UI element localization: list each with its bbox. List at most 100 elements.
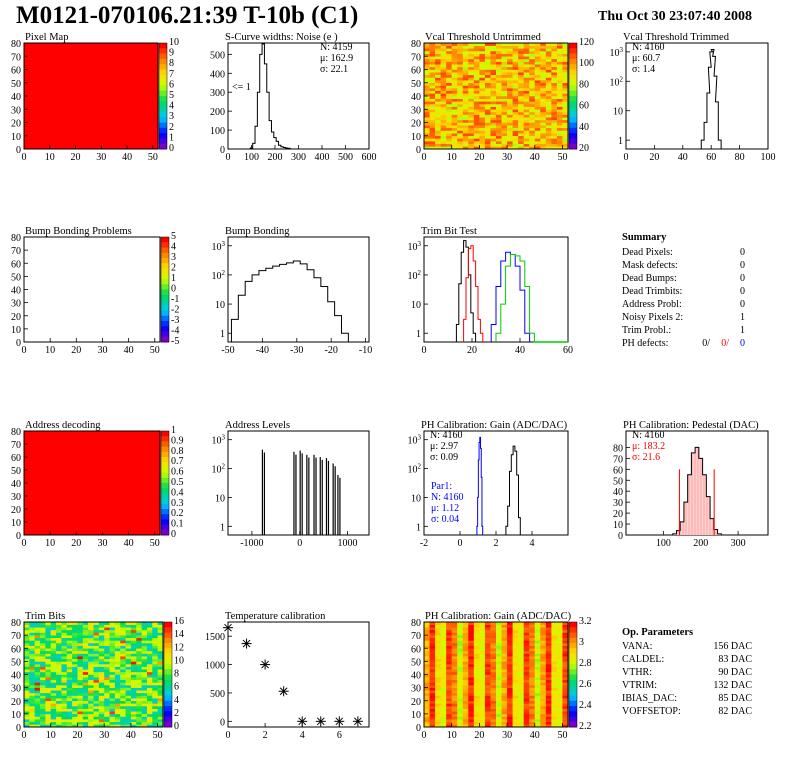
heatmap-cell: [479, 98, 486, 102]
palette-swatch: [161, 305, 169, 311]
data-point: [352, 716, 363, 727]
heatmap-cell: [518, 713, 524, 717]
heatmap-cell: [490, 703, 497, 707]
heatmap-cell: [512, 632, 519, 636]
heatmap-cell: [507, 695, 513, 699]
heatmap-cell: [435, 669, 441, 673]
heatmap-cell: [88, 674, 94, 678]
heatmap-cell: [440, 109, 447, 113]
heatmap-cell: [157, 640, 164, 644]
y-tick-label: 40: [411, 92, 421, 103]
x-tick-label: -20: [324, 345, 337, 356]
heatmap-cell: [40, 695, 46, 699]
heatmap-cell: [429, 692, 436, 696]
heatmap-cell: [24, 624, 30, 628]
heatmap-cell: [523, 93, 530, 97]
palette-frame: [160, 236, 170, 343]
heatmap-cell: [50, 669, 57, 673]
heatmap-cell: [435, 635, 441, 639]
heatmap-cell: [34, 664, 41, 667]
heatmap-cell: [468, 719, 475, 723]
heatmap-cell: [451, 627, 458, 631]
heatmap-cell: [545, 674, 552, 678]
palette-swatch: [161, 336, 169, 343]
heatmap-cell: [88, 664, 94, 667]
heatmap-cell: [534, 677, 541, 681]
heatmap-cell: [529, 677, 536, 681]
heatmap-cell: [429, 122, 436, 126]
heatmap-cell: [440, 111, 447, 115]
heatmap-cell: [562, 146, 569, 150]
heatmap-cell: [435, 677, 441, 681]
heatmap-cell: [435, 674, 441, 678]
heatmap-cell: [484, 143, 491, 147]
heatmap-cell: [484, 90, 491, 94]
heatmap-cell: [551, 671, 558, 675]
heatmap-cell: [551, 98, 558, 102]
palette-label: 3: [579, 637, 584, 648]
heatmap-cell: [93, 635, 100, 639]
heatmap-cell: [40, 674, 46, 678]
heatmap-cell: [440, 101, 447, 105]
heatmap-cell: [490, 127, 497, 131]
heatmap-cell: [104, 708, 110, 712]
heatmap-cell: [540, 645, 547, 649]
heatmap-cell: [551, 629, 558, 633]
heatmap-cell: [125, 640, 132, 644]
heatmap-cell: [562, 679, 569, 683]
heatmap-cell: [518, 90, 524, 94]
heatmap-cell: [490, 82, 497, 86]
heatmap-cell: [72, 682, 78, 686]
heatmap-cell: [496, 119, 502, 123]
heatmap-cell: [473, 627, 480, 631]
palette-swatch: [569, 117, 577, 123]
heatmap-cell: [529, 637, 536, 641]
heatmap-cell: [146, 643, 153, 646]
heatmap-cell: [424, 93, 430, 97]
histogram-series: [249, 43, 293, 150]
heatmap-cell: [518, 50, 524, 54]
heatmap-cell: [523, 103, 530, 107]
heatmap-cell: [88, 700, 94, 704]
heatmap-cell: [435, 637, 441, 641]
heatmap-cell: [424, 695, 430, 699]
heatmap-cell: [534, 109, 541, 113]
heatmap-cell: [562, 48, 569, 52]
x-tick-label: 40: [515, 345, 525, 356]
heatmap-cell: [451, 700, 458, 704]
heatmap-cell: [562, 106, 569, 110]
heatmap-cell: [152, 719, 158, 723]
heatmap-cell: [518, 119, 524, 123]
heatmap-cell: [146, 658, 153, 662]
heatmap-cell: [120, 685, 126, 688]
heatmap-cell: [451, 93, 458, 97]
heatmap-cell: [130, 687, 137, 691]
heatmap-cell: [61, 656, 68, 660]
heatmap-cell: [120, 653, 126, 657]
heatmap-cell: [440, 721, 447, 725]
heatmap-cell: [109, 706, 116, 709]
heatmap-cell: [496, 682, 502, 686]
palette-swatch: [161, 524, 169, 531]
heatmap-cell: [435, 56, 441, 60]
y-tick-label: 70: [11, 52, 21, 63]
heatmap-cell: [551, 674, 558, 678]
heatmap-cell: [446, 658, 452, 662]
heatmap-cell: [66, 661, 73, 665]
heatmap-cell: [529, 656, 536, 660]
heatmap-cell: [479, 101, 486, 105]
heatmap-cell: [512, 637, 519, 641]
heatmap-cell: [136, 719, 142, 723]
summary-label: Dead Bumps:: [622, 273, 677, 284]
heatmap-cell: [490, 85, 497, 89]
heatmap-cell: [29, 643, 35, 646]
heatmap-cell: [529, 703, 536, 707]
heatmap-cell: [484, 119, 491, 123]
y-tick-label: 70: [613, 454, 623, 465]
palette-swatch: [569, 96, 577, 102]
heatmap-cell: [545, 622, 552, 625]
heatmap-cell: [496, 719, 502, 723]
heatmap-cell: [490, 53, 497, 57]
heatmap-cell: [40, 624, 46, 628]
